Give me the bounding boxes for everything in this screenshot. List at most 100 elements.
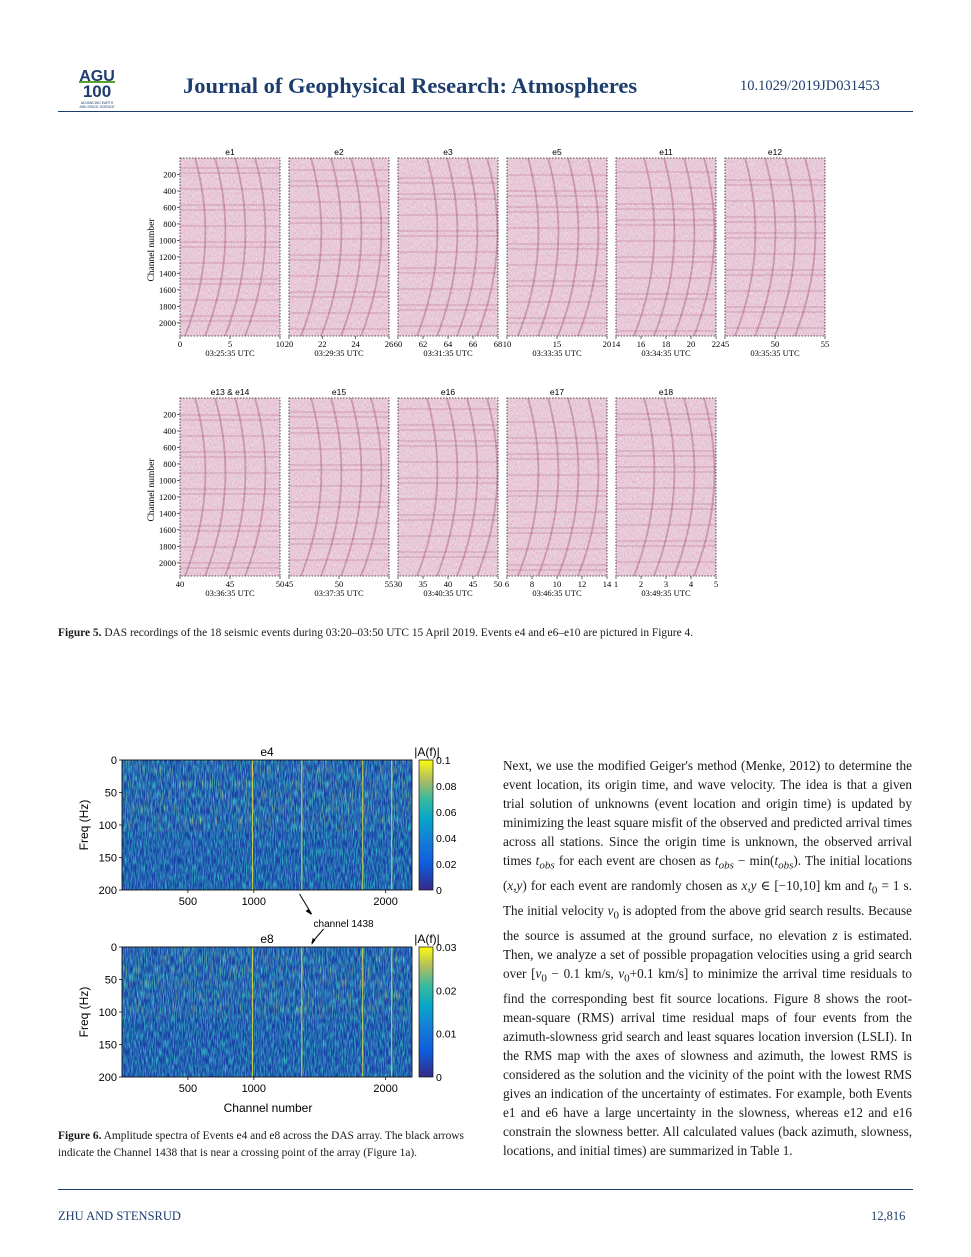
- y-tick-label: 400: [163, 186, 176, 196]
- colorbar: [418, 946, 434, 1078]
- das-panel-title: e12: [768, 147, 782, 157]
- figure-6-caption-label: Figure 6.: [58, 1130, 102, 1142]
- das-wave-arrival: [340, 397, 363, 577]
- y-tick-label: 1200: [159, 492, 176, 502]
- header-divider: [58, 111, 913, 112]
- colorbar-tick-label: 0.02: [436, 859, 457, 871]
- x-tick-label: 3: [664, 579, 668, 589]
- x-tick-label: 10: [503, 339, 512, 349]
- y-tick-label: 1800: [159, 541, 176, 551]
- das-wave-arrival: [517, 397, 540, 577]
- y-tick-label: 1600: [159, 525, 176, 535]
- das-wave-arrival: [360, 157, 383, 337]
- das-panel-time: 03:29:35 UTC: [314, 348, 364, 358]
- x-tick-label: 26: [385, 339, 394, 349]
- das-panel-title: e1: [225, 147, 235, 157]
- y-tick-label: 150: [99, 853, 117, 865]
- figure-5-row-1: e1 0 5 10 03:25:35 UTC 200 400 600 800 1000 1200 14…: [159, 147, 829, 358]
- figure-6-xlabel: Channel number: [224, 1101, 313, 1115]
- x-tick-label: 14: [612, 339, 621, 349]
- colorbar: [418, 759, 434, 891]
- x-tick-label: 55: [385, 579, 394, 589]
- das-wave-arrival: [244, 157, 267, 337]
- das-panel-title: e15: [332, 387, 346, 397]
- x-tick-label: 22: [712, 339, 721, 349]
- das-panel-time: 03:35:35 UTC: [750, 348, 800, 358]
- das-panel-time: 03:33:35 UTC: [532, 348, 582, 358]
- das-wave-arrival: [320, 157, 343, 337]
- y-tick-label: 1000: [159, 235, 176, 245]
- colorbar-tick-label: 0: [436, 1072, 442, 1084]
- figure-5-ylabel-row-1: Channel number: [147, 218, 157, 282]
- x-tick-label: 40: [444, 579, 453, 589]
- das-panel: e13 & e14 40 45 50 03:36:35 UTC 200 400 600 800 1…: [159, 387, 284, 598]
- x-tick-label: 22: [318, 339, 327, 349]
- y-tick-label: 1400: [159, 508, 176, 518]
- das-wave-arrival: [633, 397, 656, 577]
- x-tick-label: 1000: [242, 896, 266, 908]
- doi: 10.1029/2019JD031453: [740, 78, 880, 94]
- x-tick-label: 60: [394, 339, 403, 349]
- x-tick-label: 50: [771, 339, 780, 349]
- das-wave-arrival: [300, 157, 323, 337]
- das-panel-time: 03:46:35 UTC: [532, 588, 582, 598]
- x-tick-label: 20: [285, 339, 294, 349]
- y-tick-label: 150: [99, 1040, 117, 1052]
- colorbar-tick-label: 0.08: [436, 781, 457, 793]
- das-panel-noise: [616, 398, 716, 576]
- figure-6-caption-text: Amplitude spectra of Events e4 and e8 ac…: [58, 1130, 464, 1159]
- das-panel: e5 10 15 20 03:33:35 UTC: [503, 147, 612, 358]
- svg-text:100: 100: [83, 82, 111, 101]
- das-panel-noise: [507, 398, 607, 576]
- das-wave-arrival: [754, 157, 777, 337]
- das-panel: e11 14 16 18 20 22 03:34:35 UTC: [612, 147, 721, 358]
- das-panel: e1 0 5 10 03:25:35 UTC 200 400 600 800 1000 1200 14…: [159, 147, 284, 358]
- colorbar-tick-label: 0.01: [436, 1029, 457, 1041]
- x-tick-label: 1: [614, 579, 618, 589]
- das-wave-arrival: [416, 397, 439, 577]
- body-text: Next, we use the modified Geiger's metho…: [503, 756, 912, 1160]
- x-tick-label: 16: [637, 339, 646, 349]
- colorbar-label: |A(f)|: [414, 932, 440, 946]
- y-tick-label: 100: [99, 820, 117, 832]
- spectrum-peaks: [122, 760, 412, 832]
- x-tick-label: 1000: [242, 1083, 266, 1095]
- colorbar-tick-label: 0: [436, 885, 442, 897]
- y-tick-label: 2000: [159, 318, 176, 328]
- y-tick-label: 800: [163, 459, 176, 469]
- svg-text:ADVANCING EARTH: ADVANCING EARTH: [81, 101, 114, 105]
- spectrum-panel: e8 0 50 100 150 200 Freq (Hz) 500 1000 2000 |A(f)|…: [77, 932, 457, 1095]
- x-tick-label: 50: [276, 579, 285, 589]
- x-tick-label: 50: [494, 579, 503, 589]
- das-wave-arrival: [577, 397, 600, 577]
- das-wave-arrival: [476, 157, 499, 337]
- colorbar-tick-label: 0.1: [436, 755, 451, 767]
- das-panel-noise: [725, 158, 825, 336]
- x-tick-label: 5: [714, 579, 718, 589]
- das-wave-arrival: [557, 397, 580, 577]
- das-panel: e18 1 2 3 4 5 03:49:35 UTC: [614, 387, 718, 598]
- das-wave-arrival: [456, 397, 479, 577]
- colorbar-tick-label: 0.02: [436, 985, 457, 997]
- das-wave-arrival: [224, 397, 247, 577]
- y-tick-label: 1800: [159, 301, 176, 311]
- x-tick-label: 45: [721, 339, 730, 349]
- figure-5-caption-text: DAS recordings of the 18 seismic events …: [104, 627, 694, 639]
- das-wave-arrival: [204, 397, 227, 577]
- y-tick-label: 600: [163, 202, 176, 212]
- journal-title: Journal of Geophysical Research: Atmosph…: [183, 73, 638, 98]
- y-tick-label: 200: [163, 409, 176, 419]
- colorbar-label: |A(f)|: [414, 745, 440, 759]
- das-panel-time: 03:25:35 UTC: [205, 348, 255, 358]
- y-tick-label: 200: [163, 169, 176, 179]
- x-tick-label: 0: [178, 339, 182, 349]
- x-tick-label: 40: [176, 579, 185, 589]
- x-tick-label: 62: [419, 339, 428, 349]
- das-panel-noise: [289, 158, 389, 336]
- x-tick-label: 2: [639, 579, 643, 589]
- x-tick-label: 64: [444, 339, 453, 349]
- x-tick-label: 14: [603, 579, 612, 589]
- das-panel-title: e17: [550, 387, 564, 397]
- channel-arrow-head-top: [305, 909, 312, 915]
